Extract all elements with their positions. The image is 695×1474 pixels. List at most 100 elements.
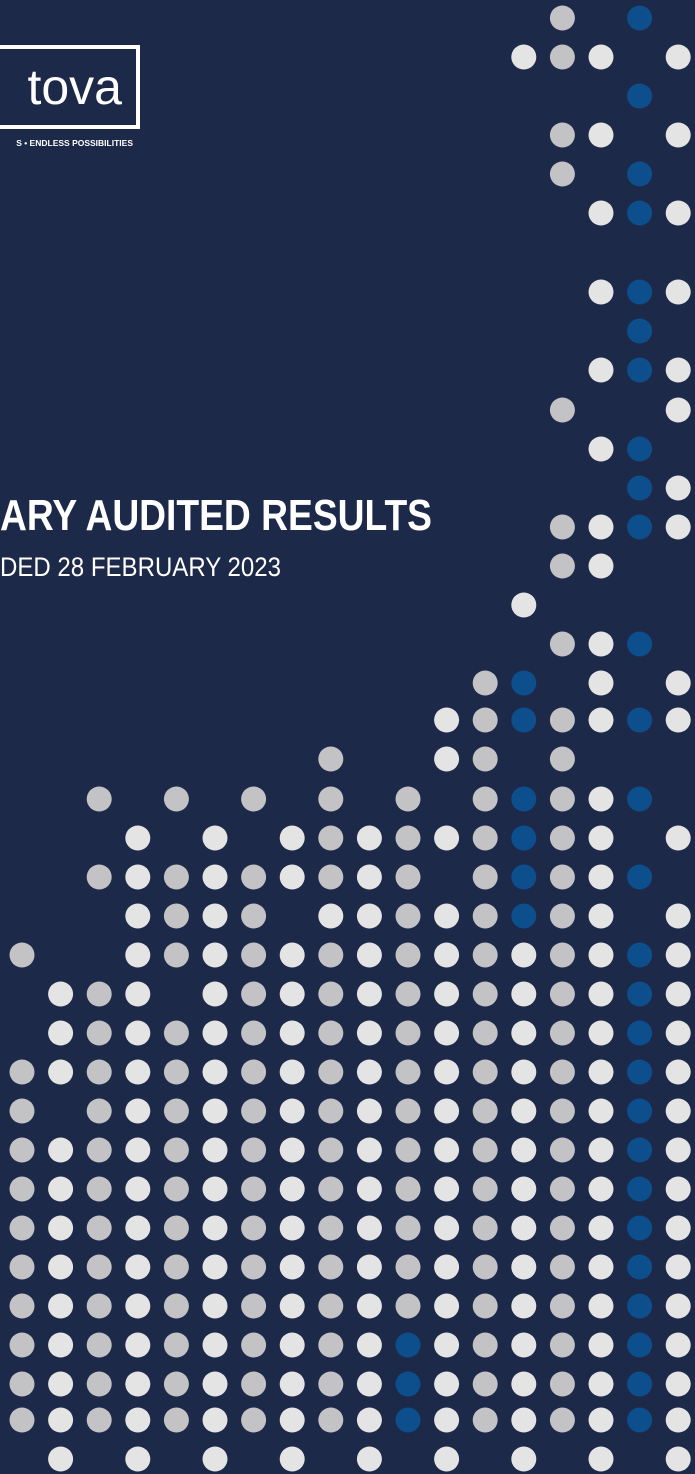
- dot: [627, 319, 652, 344]
- dot: [10, 943, 35, 968]
- dot: [396, 1372, 421, 1397]
- dot: [280, 1177, 305, 1202]
- dot: [666, 1294, 691, 1319]
- dot: [589, 826, 614, 851]
- dot: [589, 1294, 614, 1319]
- dot: [627, 1408, 652, 1433]
- dot: [473, 943, 498, 968]
- dot: [396, 1255, 421, 1280]
- dot: [627, 1099, 652, 1124]
- dot: [280, 1099, 305, 1124]
- dot: [511, 982, 536, 1007]
- dot: [666, 1099, 691, 1124]
- dot: [434, 904, 459, 929]
- dot: [473, 1021, 498, 1046]
- dot: [627, 1372, 652, 1397]
- dot: [396, 826, 421, 851]
- dot: [589, 982, 614, 1007]
- dot: [87, 1177, 112, 1202]
- dot: [473, 1177, 498, 1202]
- dot: [473, 1216, 498, 1241]
- dot: [203, 1021, 228, 1046]
- dot: [473, 1408, 498, 1433]
- dot: [550, 904, 575, 929]
- dot: [87, 1333, 112, 1358]
- dot: [589, 671, 614, 696]
- dot: [125, 1408, 150, 1433]
- dot: [241, 982, 266, 1007]
- dot: [87, 865, 112, 890]
- dot: [10, 1099, 35, 1124]
- dot: [125, 1447, 150, 1472]
- dot: [589, 437, 614, 462]
- dot: [550, 943, 575, 968]
- dot: [280, 982, 305, 1007]
- dot: [434, 826, 459, 851]
- dot: [318, 1138, 343, 1163]
- dot: [550, 747, 575, 772]
- dot: [203, 1138, 228, 1163]
- dot: [318, 1255, 343, 1280]
- dot: [589, 1447, 614, 1472]
- dot: [396, 1177, 421, 1202]
- dot: [627, 476, 652, 501]
- dot: [666, 1333, 691, 1358]
- dot: [10, 1216, 35, 1241]
- dot: [164, 1060, 189, 1085]
- dot: [241, 1294, 266, 1319]
- dot: [627, 708, 652, 733]
- dot: [318, 1099, 343, 1124]
- dot: [627, 1255, 652, 1280]
- dot: [589, 554, 614, 579]
- dot: [357, 904, 382, 929]
- dot: [550, 826, 575, 851]
- dot: [164, 1099, 189, 1124]
- dot: [48, 1060, 73, 1085]
- dot: [203, 1099, 228, 1124]
- dot: [473, 826, 498, 851]
- dot: [318, 943, 343, 968]
- dot: [280, 1060, 305, 1085]
- dot: [589, 1408, 614, 1433]
- dot: [241, 904, 266, 929]
- dot: [203, 943, 228, 968]
- dot: [396, 1099, 421, 1124]
- dot: [589, 1060, 614, 1085]
- dot: [550, 1333, 575, 1358]
- dot: [241, 787, 266, 812]
- dot: [203, 982, 228, 1007]
- dot: [589, 45, 614, 70]
- dot: [473, 747, 498, 772]
- dot: [473, 1060, 498, 1085]
- dot: [550, 982, 575, 1007]
- dot: [589, 1177, 614, 1202]
- dot: [589, 632, 614, 657]
- dot: [280, 943, 305, 968]
- dot: [511, 1060, 536, 1085]
- dot: [203, 1372, 228, 1397]
- dot: [280, 826, 305, 851]
- dot: [318, 787, 343, 812]
- dot: [87, 1138, 112, 1163]
- dot: [164, 1408, 189, 1433]
- dot: [473, 865, 498, 890]
- dot: [241, 943, 266, 968]
- dot: [318, 1216, 343, 1241]
- dot: [318, 826, 343, 851]
- dot: [318, 1021, 343, 1046]
- dot: [318, 1333, 343, 1358]
- dot: [164, 1177, 189, 1202]
- dot: [627, 515, 652, 540]
- dot: [87, 787, 112, 812]
- dot: [357, 1333, 382, 1358]
- cover-title: ARY AUDITED RESULTS: [0, 491, 432, 540]
- dot: [357, 1447, 382, 1472]
- dot: [125, 1216, 150, 1241]
- dot: [318, 747, 343, 772]
- dot: [666, 1408, 691, 1433]
- dot: [125, 943, 150, 968]
- dot: [318, 1294, 343, 1319]
- dot: [10, 1333, 35, 1358]
- dot: [241, 1060, 266, 1085]
- dot: [550, 45, 575, 70]
